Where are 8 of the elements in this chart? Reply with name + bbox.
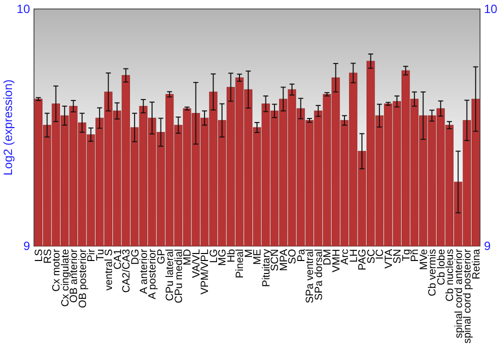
x-tick-label: SPa dorsal (312, 249, 325, 300)
y2-tick-label: 10 (484, 2, 498, 16)
x-tick-label: RS (42, 249, 54, 264)
y2-tick-label: 9 (484, 239, 491, 254)
x-tick-label: A posterior (146, 248, 159, 300)
y-axis-title: Log2 (expression) (1, 79, 15, 176)
x-tick-label: Tg (400, 248, 412, 262)
x-tick-label: OB posterior (76, 248, 89, 308)
